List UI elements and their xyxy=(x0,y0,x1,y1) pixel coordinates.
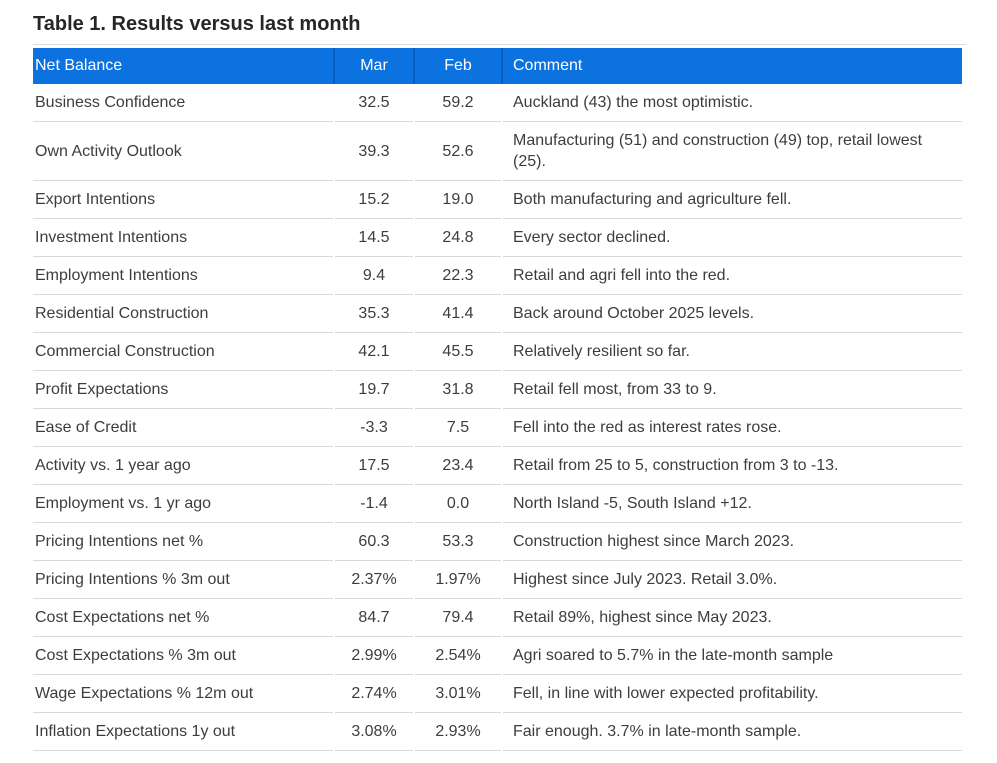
cell-comment: Fell, in line with lower expected profit… xyxy=(503,675,962,713)
table-row: Employment vs. 1 yr ago -1.4 0.0 North I… xyxy=(33,485,962,523)
table-top-rule xyxy=(33,44,966,48)
cell-comment: Back around October 2025 levels. xyxy=(503,295,962,333)
col-header-mar: Mar xyxy=(333,48,413,84)
cell-mar-value: 19.7 xyxy=(335,371,413,409)
cell-mar-value: 60.3 xyxy=(335,523,413,561)
cell-mar-value: 32.5 xyxy=(335,84,413,122)
cell-feb-value: 1.97% xyxy=(415,561,501,599)
cell-feb-value: 31.8 xyxy=(415,371,501,409)
cell-feb-value: 19.0 xyxy=(415,181,501,219)
cell-comment: Relatively resilient so far. xyxy=(503,333,962,371)
cell-mar-value: 15.2 xyxy=(335,181,413,219)
col-header-net-balance: Net Balance xyxy=(33,48,333,84)
cell-indicator-label: Activity vs. 1 year ago xyxy=(33,447,333,485)
cell-mar-value: 35.3 xyxy=(335,295,413,333)
cell-indicator-label: Ease of Credit xyxy=(33,409,333,447)
table-row: Commercial Construction 42.1 45.5 Relati… xyxy=(33,333,962,371)
cell-feb-value: 0.0 xyxy=(415,485,501,523)
table-row: Pricing Intentions net % 60.3 53.3 Const… xyxy=(33,523,962,561)
cell-comment: Retail from 25 to 5, construction from 3… xyxy=(503,447,962,485)
cell-indicator-label: Cost Expectations net % xyxy=(33,599,333,637)
table-row: Wage Expectations % 12m out 2.74% 3.01% … xyxy=(33,675,962,713)
table-body: Business Confidence 32.5 59.2 Auckland (… xyxy=(33,84,962,751)
cell-comment: Agri soared to 5.7% in the late-month sa… xyxy=(503,637,962,675)
cell-comment: Fell into the red as interest rates rose… xyxy=(503,409,962,447)
header-row: Net Balance Mar Feb Comment xyxy=(33,48,962,84)
cell-feb-value: 45.5 xyxy=(415,333,501,371)
table-row: Investment Intentions 14.5 24.8 Every se… xyxy=(33,219,962,257)
cell-comment: Auckland (43) the most optimistic. xyxy=(503,84,962,122)
table-row: Business Confidence 32.5 59.2 Auckland (… xyxy=(33,84,962,122)
cell-indicator-label: Employment Intentions xyxy=(33,257,333,295)
table-row: Inflation Expectations 1y out 3.08% 2.93… xyxy=(33,713,962,751)
results-table: Net Balance Mar Feb Comment Business Con… xyxy=(31,48,964,751)
cell-indicator-label: Business Confidence xyxy=(33,84,333,122)
cell-mar-value: -3.3 xyxy=(335,409,413,447)
cell-comment: Construction highest since March 2023. xyxy=(503,523,962,561)
cell-mar-value: 2.99% xyxy=(335,637,413,675)
cell-indicator-label: Export Intentions xyxy=(33,181,333,219)
cell-indicator-label: Employment vs. 1 yr ago xyxy=(33,485,333,523)
cell-indicator-label: Wage Expectations % 12m out xyxy=(33,675,333,713)
cell-mar-value: 42.1 xyxy=(335,333,413,371)
table-row: Export Intentions 15.2 19.0 Both manufac… xyxy=(33,181,962,219)
table-row: Own Activity Outlook 39.3 52.6 Manufactu… xyxy=(33,122,962,181)
cell-feb-value: 23.4 xyxy=(415,447,501,485)
cell-comment: Both manufacturing and agriculture fell. xyxy=(503,181,962,219)
table-row: Profit Expectations 19.7 31.8 Retail fel… xyxy=(33,371,962,409)
cell-indicator-label: Pricing Intentions net % xyxy=(33,523,333,561)
table-row: Cost Expectations % 3m out 2.99% 2.54% A… xyxy=(33,637,962,675)
cell-feb-value: 3.01% xyxy=(415,675,501,713)
cell-indicator-label: Own Activity Outlook xyxy=(33,122,333,181)
cell-comment: Retail fell most, from 33 to 9. xyxy=(503,371,962,409)
cell-mar-value: 84.7 xyxy=(335,599,413,637)
cell-indicator-label: Investment Intentions xyxy=(33,219,333,257)
cell-indicator-label: Pricing Intentions % 3m out xyxy=(33,561,333,599)
table-row: Employment Intentions 9.4 22.3 Retail an… xyxy=(33,257,962,295)
cell-comment: Fair enough. 3.7% in late-month sample. xyxy=(503,713,962,751)
cell-feb-value: 79.4 xyxy=(415,599,501,637)
col-header-comment: Comment xyxy=(501,48,962,84)
table-title: Table 1. Results versus last month xyxy=(33,13,361,35)
col-header-feb: Feb xyxy=(413,48,501,84)
table-row: Activity vs. 1 year ago 17.5 23.4 Retail… xyxy=(33,447,962,485)
cell-feb-value: 2.54% xyxy=(415,637,501,675)
cell-feb-value: 24.8 xyxy=(415,219,501,257)
cell-feb-value: 22.3 xyxy=(415,257,501,295)
cell-comment: Highest since July 2023. Retail 3.0%. xyxy=(503,561,962,599)
cell-indicator-label: Commercial Construction xyxy=(33,333,333,371)
cell-indicator-label: Profit Expectations xyxy=(33,371,333,409)
cell-mar-value: -1.4 xyxy=(335,485,413,523)
cell-indicator-label: Cost Expectations % 3m out xyxy=(33,637,333,675)
cell-comment: Every sector declined. xyxy=(503,219,962,257)
cell-mar-value: 39.3 xyxy=(335,122,413,181)
cell-feb-value: 41.4 xyxy=(415,295,501,333)
table-row: Cost Expectations net % 84.7 79.4 Retail… xyxy=(33,599,962,637)
cell-mar-value: 2.37% xyxy=(335,561,413,599)
table-row: Residential Construction 35.3 41.4 Back … xyxy=(33,295,962,333)
table-row: Ease of Credit -3.3 7.5 Fell into the re… xyxy=(33,409,962,447)
cell-mar-value: 14.5 xyxy=(335,219,413,257)
cell-indicator-label: Inflation Expectations 1y out xyxy=(33,713,333,751)
cell-mar-value: 3.08% xyxy=(335,713,413,751)
cell-comment: Retail 89%, highest since May 2023. xyxy=(503,599,962,637)
cell-feb-value: 52.6 xyxy=(415,122,501,181)
cell-comment: North Island -5, South Island +12. xyxy=(503,485,962,523)
cell-mar-value: 2.74% xyxy=(335,675,413,713)
cell-feb-value: 59.2 xyxy=(415,84,501,122)
table-header: Net Balance Mar Feb Comment xyxy=(33,48,962,84)
cell-mar-value: 17.5 xyxy=(335,447,413,485)
cell-feb-value: 53.3 xyxy=(415,523,501,561)
cell-indicator-label: Residential Construction xyxy=(33,295,333,333)
cell-mar-value: 9.4 xyxy=(335,257,413,295)
cell-feb-value: 7.5 xyxy=(415,409,501,447)
cell-comment: Manufacturing (51) and construction (49)… xyxy=(503,122,962,181)
cell-comment: Retail and agri fell into the red. xyxy=(503,257,962,295)
cell-feb-value: 2.93% xyxy=(415,713,501,751)
table-row: Pricing Intentions % 3m out 2.37% 1.97% … xyxy=(33,561,962,599)
